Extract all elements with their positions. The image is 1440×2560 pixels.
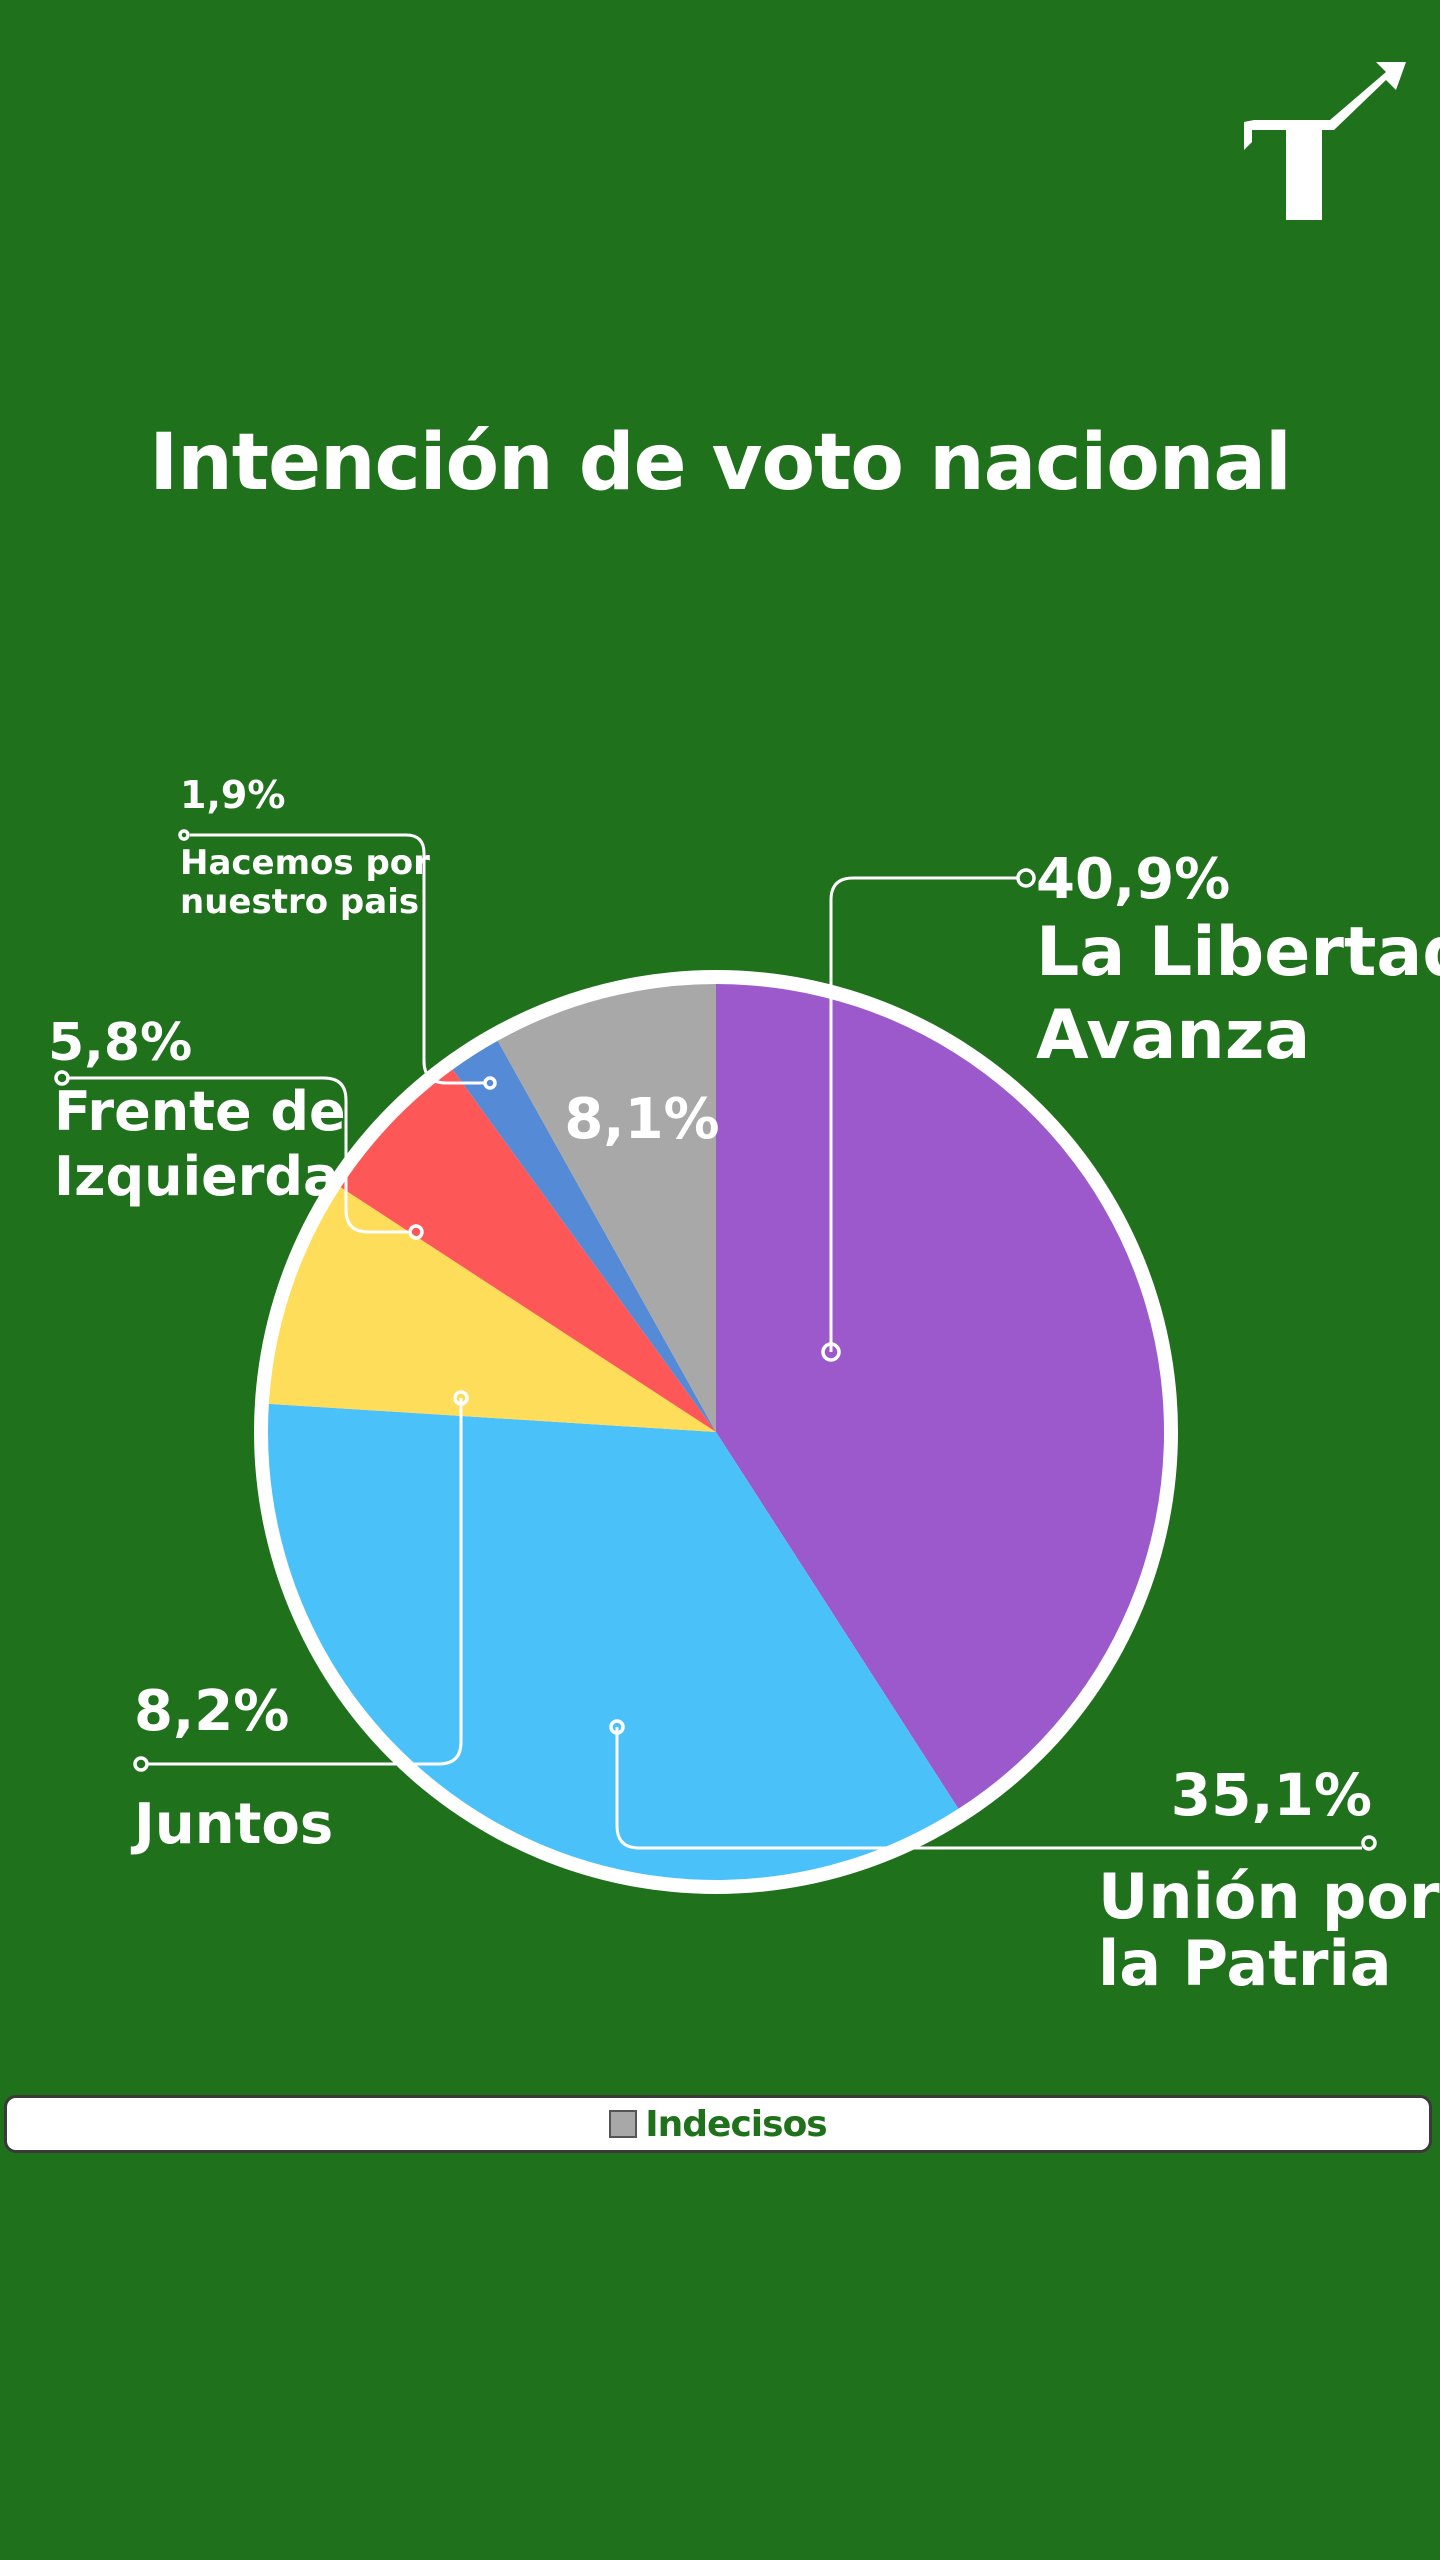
slice-la-libertad-avanza xyxy=(716,984,1165,1809)
category-label-hacemos-por-nuestro-pais-2: nuestro pais xyxy=(180,882,419,922)
leader-dot-union-por-la-patria xyxy=(609,1719,625,1735)
legend-swatch-indecisos xyxy=(609,2110,638,2138)
slice-hacemos-por-nuestro-pais xyxy=(452,1040,716,1432)
slice-frente-de-izquierda xyxy=(340,1069,716,1432)
leader-end-juntos xyxy=(133,1756,149,1772)
chart-title: Intención de voto nacional xyxy=(149,418,1292,508)
value-label-juntos: 8,2% xyxy=(134,1679,289,1744)
leader-end-frente-de-izquierda xyxy=(54,1070,70,1086)
slice-indecisos xyxy=(497,984,716,1432)
leader-dot-frente-de-izquierda xyxy=(408,1224,424,1240)
leader-dot-juntos xyxy=(453,1390,469,1406)
slice-juntos xyxy=(268,1187,716,1432)
value-label-union-por-la-patria: 35,1% xyxy=(1171,1761,1372,1829)
value-label-indecisos: 8,1% xyxy=(564,1087,719,1152)
leader-juntos xyxy=(148,1398,463,1766)
category-label-la-libertad-avanza-2: Avanza xyxy=(1036,996,1310,1075)
leader-end-la-libertad-avanza xyxy=(1016,868,1036,888)
turn-right-arrow-icon xyxy=(1244,62,1406,220)
legend: Indecisos xyxy=(4,2095,1432,2153)
category-label-la-libertad-avanza: La Libertad xyxy=(1036,913,1440,992)
leader-dot-hacemos-por-nuestro-pais xyxy=(483,1076,497,1090)
category-label-union-por-la-patria-2: la Patria xyxy=(1098,1927,1392,2000)
slice-union-por-la-patria xyxy=(268,1403,959,1881)
value-label-frente-de-izquierda: 5,8% xyxy=(48,1013,192,1073)
value-label-hacemos-por-nuestro-pais: 1,9% xyxy=(180,773,285,817)
leader-union-por-la-patria xyxy=(615,1727,1362,1850)
category-label-union-por-la-patria: Unión por xyxy=(1098,1860,1440,1933)
value-label-la-libertad-avanza: 40,9% xyxy=(1036,847,1230,912)
leader-la-libertad-avanza xyxy=(829,876,1018,1352)
leader-dot-la-libertad-avanza xyxy=(821,1342,841,1362)
category-label-frente-de-izquierda: Frente de xyxy=(54,1080,346,1143)
leader-end-union-por-la-patria xyxy=(1361,1835,1377,1851)
leader-hacemos-por-nuestro-pais xyxy=(190,833,484,1085)
category-label-hacemos-por-nuestro-pais: Hacemos por xyxy=(180,843,430,883)
leader-frente-de-izquierda xyxy=(68,1076,408,1234)
leader-end-hacemos-por-nuestro-pais xyxy=(178,829,190,841)
category-label-juntos: Juntos xyxy=(130,1792,333,1857)
legend-label-indecisos: Indecisos xyxy=(645,2103,827,2145)
category-label-frente-de-izquierda-2: Izquierda xyxy=(54,1145,339,1208)
